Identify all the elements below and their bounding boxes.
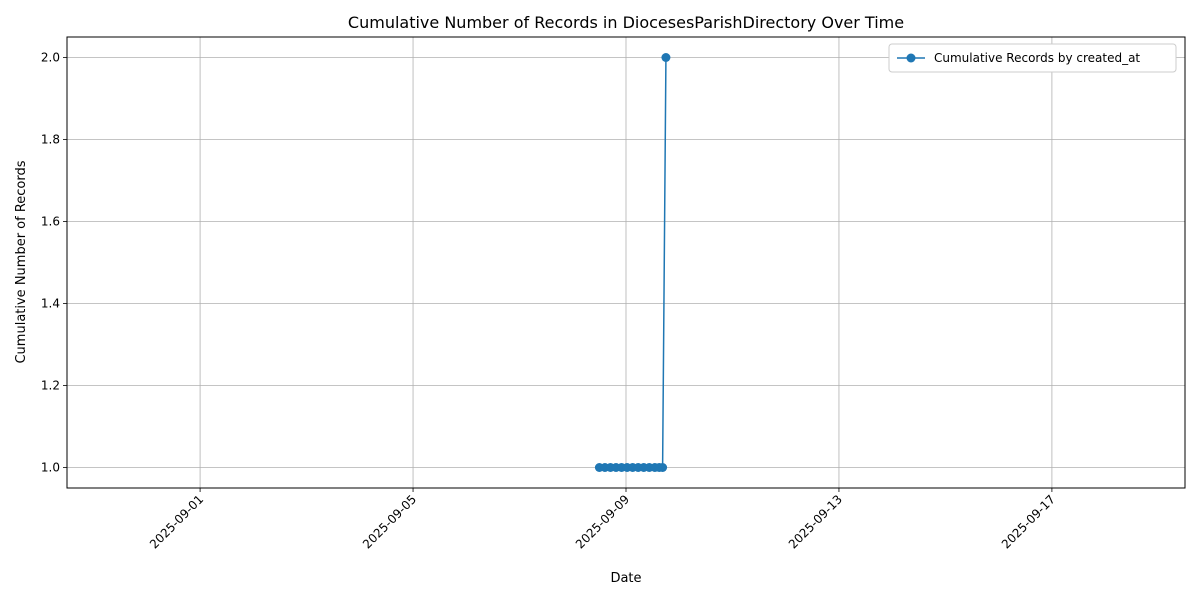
legend-marker-swatch — [906, 53, 916, 63]
series-layer — [594, 53, 671, 472]
legend: Cumulative Records by created_at — [888, 43, 1177, 73]
y-tick-label: 2.0 — [41, 51, 60, 65]
legend-box — [888, 43, 1177, 73]
chart-title: Cumulative Number of Records in Dioceses… — [348, 13, 904, 32]
data-point — [661, 53, 671, 62]
y-tick-label: 1.4 — [41, 297, 60, 311]
y-axis-label: Cumulative Number of Records — [14, 160, 29, 363]
data-point — [658, 463, 668, 472]
y-tick-label: 1.6 — [41, 215, 60, 229]
legend-label: Cumulative Records by created_at — [934, 51, 1140, 65]
x-axis-label: Date — [610, 571, 641, 586]
y-tick-label: 1.2 — [41, 379, 60, 393]
y-tick-label: 1.0 — [41, 461, 60, 475]
y-tick-label: 1.8 — [41, 133, 60, 147]
